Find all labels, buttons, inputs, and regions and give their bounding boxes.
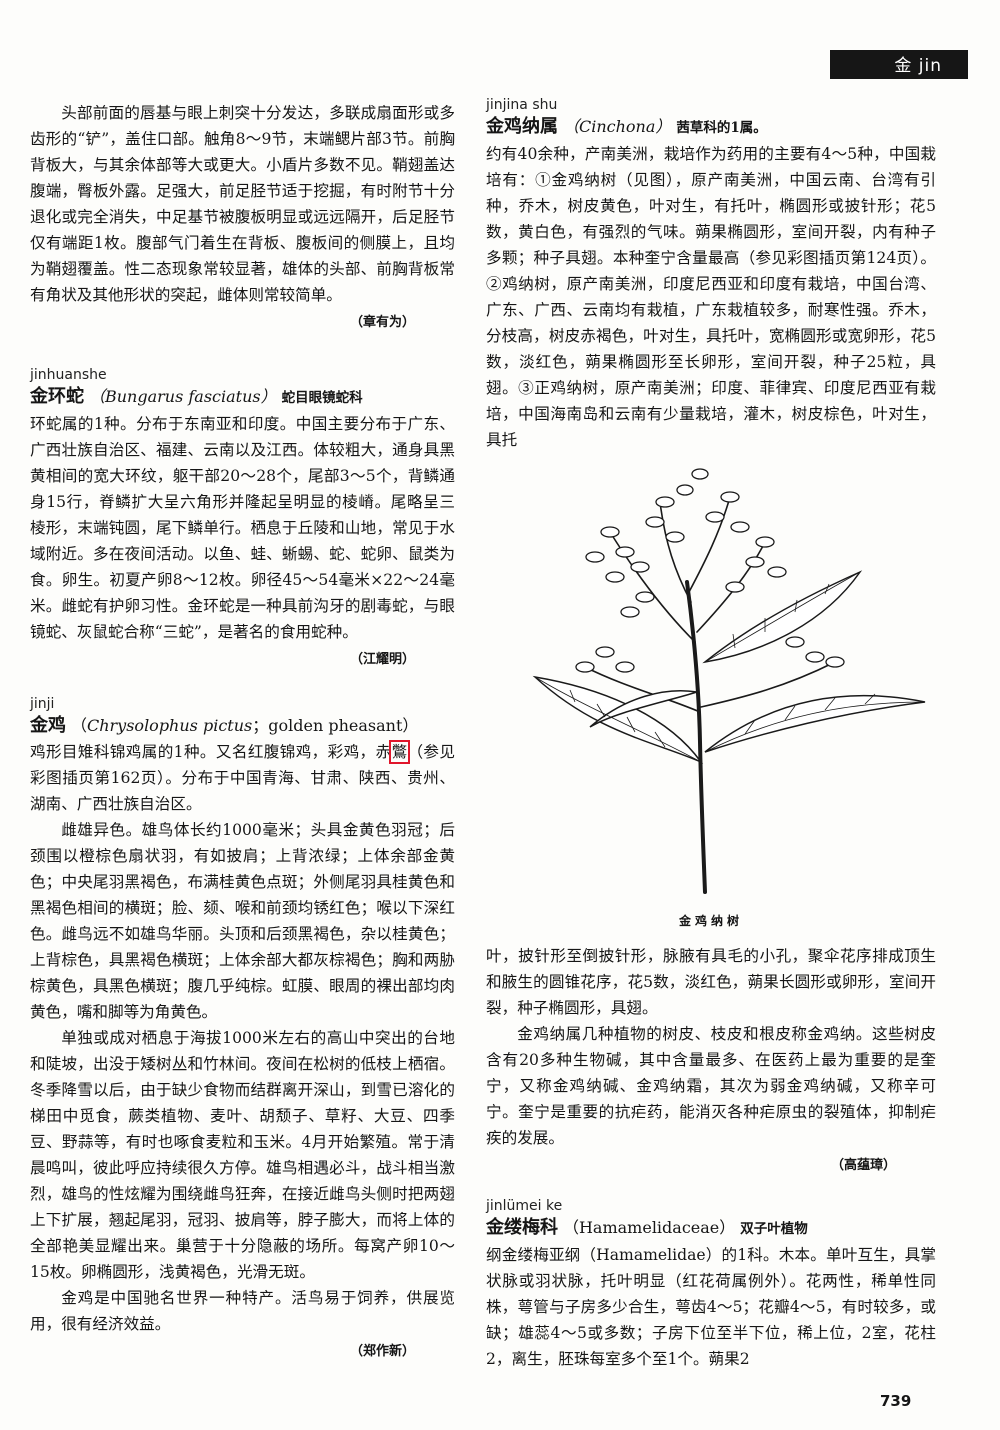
entry-intro-before: 鸡形目雉科锦鸡属的1种。又名红腹锦鸡，彩鸡，赤 [30,743,392,761]
entry-close-paren: ） [402,716,419,735]
entry-intro-after: （参见彩图插页第162页）。分布于中国青海、甘肃、陕西、贵州、湖南、广西壮族自治… [30,743,455,813]
entry-jinji: jinji 金鸡 （Chrysolophus pictus；golden phe… [30,695,455,1365]
entry-body: 约有40余种，产南美洲，栽培作为药用的主要有4～5种，中国栽培有：①金鸡纳树（见… [486,145,936,449]
entry-pinyin: jinji [30,696,55,712]
entry-headword: 金鸡纳属 [486,116,558,137]
tab-rule [830,77,968,79]
entry-paragraph: 单独或成对栖息于海拔1000米左右的高山中突出的台地和陡坡，出没于矮树丛和竹林间… [30,1029,455,1281]
entry-intro: 鸡形目雉科锦鸡属的1种。又名红腹锦鸡，彩鸡，赤鷩（参见彩图插页第162页）。分布… [30,739,455,817]
entry-body: 纲金缕梅亚纲（Hamamelidae）的1科。木本。单叶互生，具掌状脉或羽状脉，… [486,1246,936,1368]
entry-latin-separator: ； [252,716,269,735]
leaf-mid-left [589,690,698,728]
continuation-author: （章有为） [349,315,415,330]
cinchona-illustration [532,468,926,894]
entry-author: （江耀明） [349,652,415,667]
entry-head-line: 金鸡纳属 （Cinchona） 茜草科的1属。 [486,114,936,141]
entry-headword: 金缕梅科 [486,1217,558,1238]
entry-classification: 蛇目眼镜蛇科 [281,390,363,406]
entry-paragraph: 雌雄异色。雄鸟体长约1000毫米；头具金黄色羽冠；后颈围以橙棕色扇状羽，有如披肩… [30,821,455,1021]
entry-classification: 茜草科的1属。 [676,120,767,136]
entry-pinyin: jinjina shu [486,97,558,113]
highlighted-character: 鷩 [388,740,411,764]
right-column-bottom: 叶，披针形至倒披针形，脉腋有具毛的小孔，聚伞花序排成顶生和腋生的圆锥花序，花5数… [486,943,936,1372]
entry-headword: 金环蛇 [30,386,84,407]
entry-jinhuanshe: jinhuanshe 金环蛇 （Bungarus fasciatus） 蛇目眼镜… [30,366,455,673]
entry-head-line: 金环蛇 （Bungarus fasciatus） 蛇目眼镜蛇科 [30,384,455,411]
entry-latin-name: （Cinchona） [562,117,672,136]
entry-english-name: golden pheasant [268,716,403,735]
entry-latin-name: （Bungarus fasciatus） [88,387,277,406]
leaf-lower-right [704,695,926,753]
entry-author-line: （高蕴璋） [486,1151,936,1179]
entry-body-continued: 叶，披针形至倒披针形，脉腋有具毛的小孔，聚伞花序排成顶生和腋生的圆锥花序，花5数… [486,947,936,1017]
entry-open-paren: （ [70,716,87,735]
entry-pinyin: jinlümei ke [486,1198,563,1214]
entry-author-line: （郑作新） [30,1337,455,1365]
figure-caption: 金鸡纳树 [678,914,743,928]
entry-latin-name: （Hamamelidaceae） [562,1218,736,1237]
page-number: 739 [880,1392,912,1410]
entry-head-line: 金缕梅科 （Hamamelidaceae） 双子叶植物 [486,1215,936,1242]
entry-head-line: 金鸡 （Chrysolophus pictus；golden pheasant） [30,713,455,739]
entry-body: 环蛇属的1种。分布于东南亚和印度。中国主要分布于广东、广西壮族自治区、福建、云南… [30,415,455,641]
right-column-top: jinjina shu 金鸡纳属 （Cinchona） 茜草科的1属。 约有40… [486,96,936,453]
entry-headword: 金鸡 [30,715,66,736]
entry-classification: 双子叶植物 [740,1221,808,1237]
entry-jinjinashu: jinjina shu 金鸡纳属 （Cinchona） 茜草科的1属。 约有40… [486,96,936,453]
entry-paragraph: 金鸡纳属几种植物的树皮、枝皮和根皮称金鸡纳。这些树皮含有20多种生物碱，其中含量… [486,1025,936,1147]
left-column: 头部前面的唇基与眼上刺突十分发达，多联成扇面形或多齿形的“铲”，盖住口部。触角8… [30,100,455,1365]
section-tab: 金 jin [830,50,968,77]
continuation-author-line: （章有为） [30,308,455,336]
continuation-text: 头部前面的唇基与眼上刺突十分发达，多联成扇面形或多齿形的“铲”，盖住口部。触角8… [30,104,455,304]
entry-author: （高蕴璋） [830,1158,896,1173]
entry-author-line: （江耀明） [30,645,455,673]
entry-jinlumeike: jinlümei ke 金缕梅科 （Hamamelidaceae） 双子叶植物 … [486,1197,936,1372]
entry-pinyin: jinhuanshe [30,367,107,383]
entry-paragraph: 金鸡是中国驰名世界一种特产。活鸟易于饲养，供展览用，很有经济效益。 [30,1289,455,1333]
entry-latin-name: Chrysolophus pictus [86,716,253,735]
entry-author: （郑作新） [349,1344,415,1359]
